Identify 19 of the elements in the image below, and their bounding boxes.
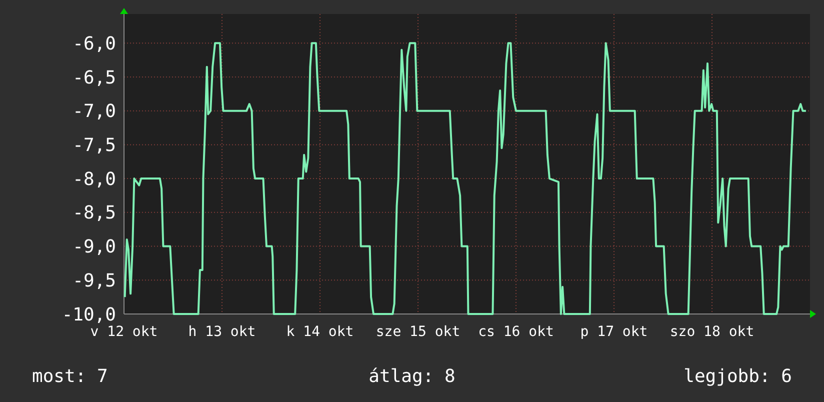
text: legjobb: 6	[684, 366, 792, 387]
x-tick-label: k 14 okt	[286, 324, 354, 340]
x-tick-label: szo 18 okt	[670, 324, 754, 340]
x-tick-label: h 13 okt	[188, 324, 256, 340]
y-tick-label: -8,5	[72, 202, 116, 224]
y-tick-label: -7,0	[72, 101, 116, 122]
y-tick-label: -6,0	[72, 33, 116, 54]
y-tick-label: -7,5	[72, 135, 116, 156]
text: most: 7	[32, 366, 108, 387]
y-tick-label: -10,0	[62, 304, 116, 326]
y-tick-label: -9,5	[72, 270, 116, 292]
x-tick-label: cs 16 okt	[478, 324, 554, 340]
x-tick-label: p 17 okt	[580, 324, 648, 340]
y-tick-label: -9,0	[72, 236, 116, 258]
y-tick-label: -8,0	[72, 168, 116, 190]
y-tick-label: -6,5	[72, 67, 116, 88]
x-tick-label: sze 15 okt	[376, 324, 460, 340]
text: átlag: 8	[368, 366, 456, 387]
x-tick-label: v 12 okt	[90, 324, 158, 340]
